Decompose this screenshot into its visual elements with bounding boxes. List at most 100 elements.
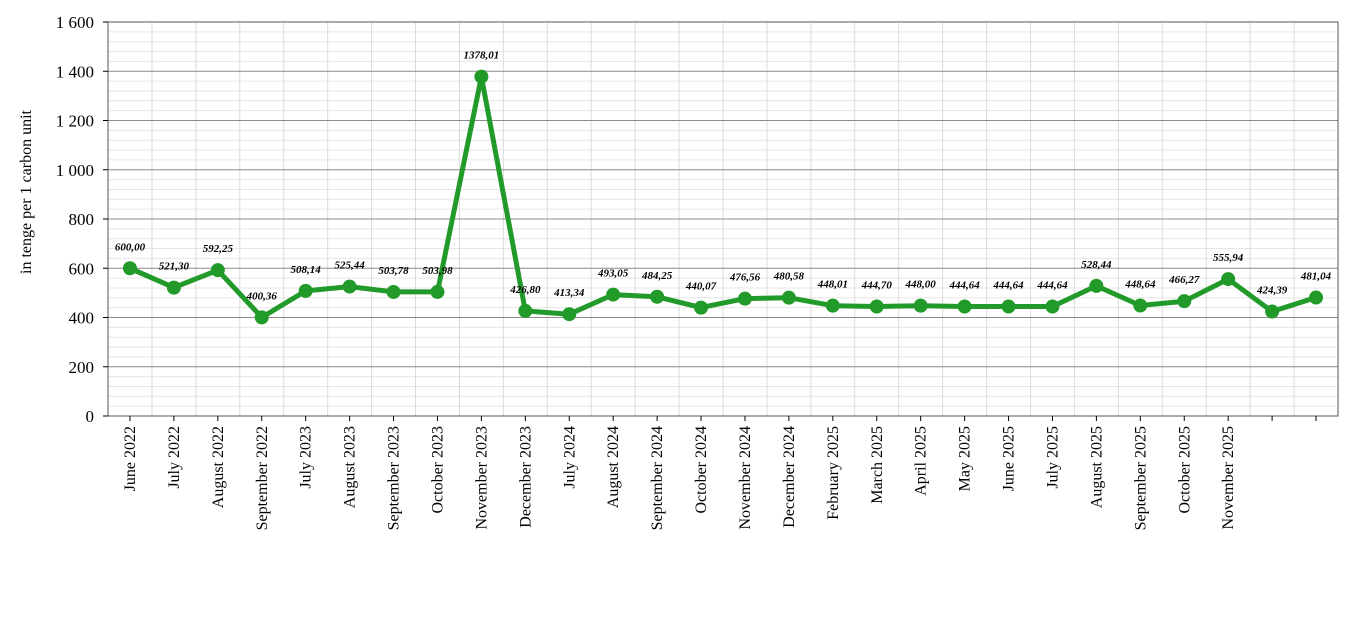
data-point: [737, 291, 752, 306]
data-label: 426,80: [509, 284, 541, 296]
x-tick-label: October 2024: [693, 426, 710, 514]
data-label: 493,05: [597, 268, 629, 280]
x-tick-label: August 2023: [342, 426, 359, 508]
data-point: [386, 284, 401, 299]
x-tick-label: August 2025: [1088, 426, 1105, 508]
y-tick-label: 800: [69, 210, 95, 229]
x-tick-label: April 2025: [913, 426, 930, 496]
data-label: 444,64: [1036, 280, 1068, 292]
x-tick-label: September 2023: [386, 426, 403, 530]
data-point: [1133, 298, 1148, 313]
gridlines: [107, 21, 1339, 417]
data-point: [869, 299, 884, 314]
data-point: [825, 298, 840, 313]
data-points: [122, 69, 1324, 325]
data-label: 503,98: [422, 265, 453, 277]
y-tick-label: 1 600: [56, 13, 94, 32]
x-tick-label: July 2024: [561, 426, 578, 489]
y-tick-label: 1 000: [56, 161, 94, 180]
data-labels: 600,00 521,30 592,25 400,36 508,14 525,44 503,…: [115, 50, 1332, 303]
data-point: [1089, 278, 1104, 293]
data-point: [298, 283, 313, 298]
y-axis-label: in tenge per 1 carbon unit: [18, 109, 35, 274]
data-label: 466,27: [1168, 274, 1200, 286]
data-point: [1221, 272, 1236, 287]
data-label: 484,25: [641, 270, 673, 282]
x-tick-label: October 2023: [429, 426, 446, 514]
data-label: 528,44: [1081, 259, 1112, 271]
y-tick-label: 1 400: [56, 62, 94, 81]
data-point: [694, 300, 709, 315]
data-point: [122, 261, 137, 276]
data-point: [1309, 290, 1324, 305]
x-tick-label: December 2023: [517, 426, 534, 528]
data-label: 440,07: [685, 281, 717, 293]
x-tick-label: December 2024: [781, 426, 798, 528]
data-label: 481,04: [1300, 271, 1332, 283]
data-label: 424,39: [1256, 284, 1288, 296]
x-tick-label: November 2025: [1220, 426, 1237, 530]
data-point: [1045, 299, 1060, 314]
data-point: [781, 290, 796, 305]
x-tick-label: October 2025: [1176, 426, 1193, 514]
x-tick-label: September 2022: [254, 426, 271, 530]
data-label: 444,64: [948, 280, 980, 292]
x-tick-label: July 2025: [1044, 426, 1061, 489]
data-label: 448,64: [1124, 279, 1156, 291]
data-point: [430, 284, 445, 299]
data-point: [254, 310, 269, 325]
data-label: 448,00: [905, 279, 937, 291]
data-label: 400,36: [246, 290, 278, 302]
y-tick-label: 200: [69, 358, 95, 377]
series-path: [127, 74, 1319, 320]
x-axis-ticks: June 2022 July 2022 August 2022 September 2…: [122, 416, 1317, 530]
series-line: [127, 74, 1319, 320]
data-label: 413,34: [553, 287, 585, 299]
x-tick-label: March 2025: [869, 426, 886, 504]
y-tick-label: 0: [86, 407, 95, 426]
data-point: [913, 298, 928, 313]
y-tick-label: 400: [69, 309, 95, 328]
data-label: 555,94: [1213, 252, 1244, 264]
data-point: [606, 287, 621, 302]
data-point: [1001, 299, 1016, 314]
y-tick-label: 600: [69, 259, 95, 278]
x-tick-label: May 2025: [957, 426, 974, 491]
x-tick-label: July 2022: [166, 426, 183, 489]
data-label: 508,14: [291, 264, 322, 276]
x-tick-label: November 2024: [737, 426, 754, 530]
data-label: 444,64: [992, 280, 1024, 292]
data-point: [518, 303, 533, 318]
x-tick-label: November 2023: [473, 426, 490, 530]
data-point: [562, 307, 577, 322]
y-axis-ticks: 0 200 400 600 800 1 000 1 200 1 400 1 600: [56, 13, 108, 426]
y-tick-label: 1 200: [56, 112, 94, 131]
x-tick-label: July 2023: [298, 426, 315, 489]
data-label: 444,70: [861, 279, 893, 291]
data-label: 476,56: [729, 272, 761, 284]
data-label: 592,25: [203, 243, 234, 255]
data-point: [1177, 294, 1192, 309]
data-point: [166, 280, 181, 295]
data-point: [210, 263, 225, 278]
x-tick-label: August 2022: [210, 426, 227, 508]
data-label: 503,78: [378, 265, 409, 277]
x-tick-label: August 2024: [605, 426, 622, 508]
data-point: [342, 279, 357, 294]
data-label: 525,44: [334, 260, 365, 272]
data-point: [1265, 304, 1280, 319]
x-tick-label: June 2025: [1001, 426, 1018, 491]
data-label: 600,00: [115, 241, 146, 253]
x-tick-label: February 2025: [825, 426, 842, 520]
x-tick-label: September 2024: [649, 426, 666, 530]
data-label: 1378,01: [464, 50, 500, 62]
data-label: 448,01: [817, 279, 848, 291]
x-tick-label: September 2025: [1132, 426, 1149, 530]
data-point: [957, 299, 972, 314]
data-point: [474, 69, 489, 84]
data-label: 521,30: [159, 261, 190, 273]
data-point: [650, 289, 665, 304]
data-label: 480,58: [773, 271, 805, 283]
x-tick-label: June 2022: [122, 426, 139, 491]
